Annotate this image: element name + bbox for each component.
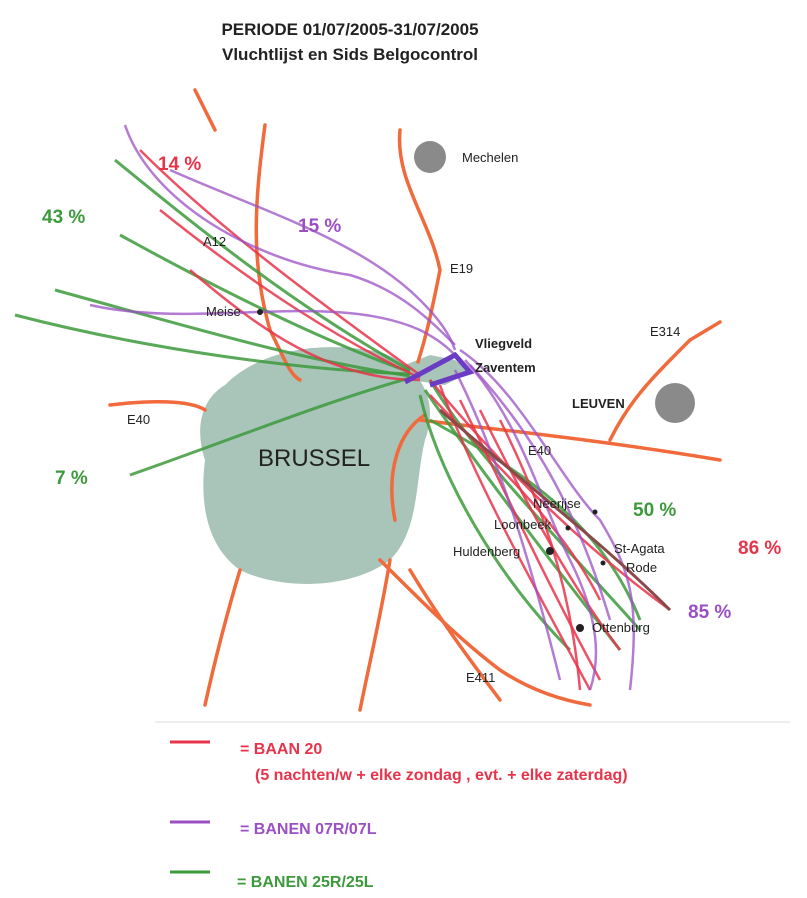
percentage: 50 % — [633, 500, 676, 521]
city-label: BRUSSEL — [258, 445, 370, 472]
place-label: Meise — [206, 304, 241, 319]
place-label: Neerijse — [533, 496, 581, 511]
percentage: 14 % — [158, 154, 201, 175]
road-label: E314 — [650, 324, 680, 339]
subtitle: Vluchtlijst en Sids Belgocontrol — [222, 45, 478, 64]
place-label: Rode — [626, 560, 657, 575]
percentage: 15 % — [298, 216, 341, 237]
road-label: E19 — [450, 261, 473, 276]
place-label: Loonbeek — [494, 517, 552, 532]
brussels-area — [200, 347, 430, 584]
place-label: Mechelen — [462, 150, 518, 165]
place-label: Ottenburg — [592, 620, 650, 635]
flight-paths — [14, 124, 672, 691]
road-label: E40 — [127, 412, 150, 427]
road-label: A12 — [203, 234, 226, 249]
title: PERIODE 01/07/2005-31/07/2005 — [221, 20, 478, 39]
leuven-dot — [655, 383, 695, 423]
place-label: Huldenberg — [453, 544, 520, 559]
legend-label: = BANEN 07R/07L — [240, 821, 377, 838]
place-label: Zaventem — [475, 360, 536, 375]
legend-note: (5 nachten/w + elke zondag , evt. + elke… — [255, 767, 628, 784]
town-dots — [257, 309, 606, 632]
percentage: 85 % — [688, 602, 731, 623]
place-label: Vliegveld — [475, 336, 532, 351]
percentage: 7 % — [55, 468, 88, 489]
roads — [108, 88, 722, 712]
place-label: LEUVEN — [572, 396, 625, 411]
road-label: E40 — [528, 443, 551, 458]
legend-label: = BANEN 25R/25L — [237, 874, 374, 891]
mechelen-dot — [414, 141, 446, 173]
percentage: 43 % — [42, 207, 85, 228]
place-label: St-Agata — [614, 541, 665, 556]
road-label: E411 — [466, 670, 495, 685]
percentage: 86 % — [738, 538, 781, 559]
legend-label: = BAAN 20 — [240, 741, 322, 758]
